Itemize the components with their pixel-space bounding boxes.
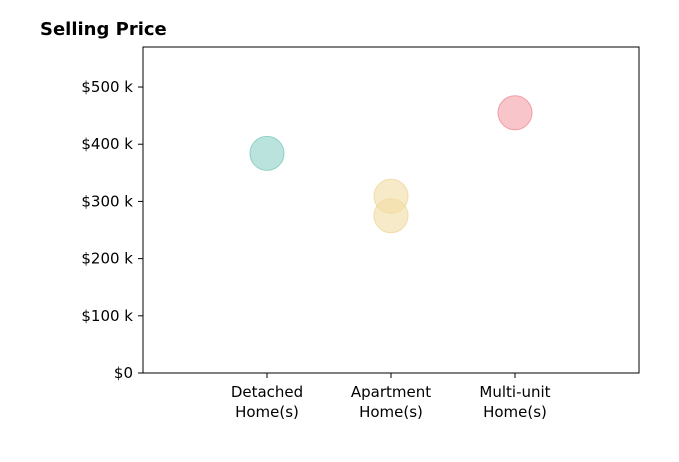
y-tick-label-2: $200 k: [81, 250, 133, 268]
y-tick-label-1: $100 k: [81, 307, 133, 325]
chart-title: Selling Price: [40, 19, 167, 40]
y-tick-label-4: $400 k: [81, 135, 133, 153]
data-point-3: [373, 198, 409, 234]
x-tick-label-2: Multi-unit Home(s): [479, 383, 550, 421]
x-tick-label-1: Apartment Home(s): [351, 383, 431, 421]
data-point-1: [249, 135, 285, 171]
y-tick-label-0: $0: [114, 364, 133, 382]
data-point-4: [497, 95, 533, 131]
y-tick-label-5: $500 k: [81, 78, 133, 96]
plot-area: $0 $100 k $200 k $300 k $400 k $500 k Detached…: [81, 46, 640, 421]
y-tick-label-3: $300 k: [81, 192, 133, 210]
x-tick-label-0: Detached Home(s): [231, 383, 303, 421]
